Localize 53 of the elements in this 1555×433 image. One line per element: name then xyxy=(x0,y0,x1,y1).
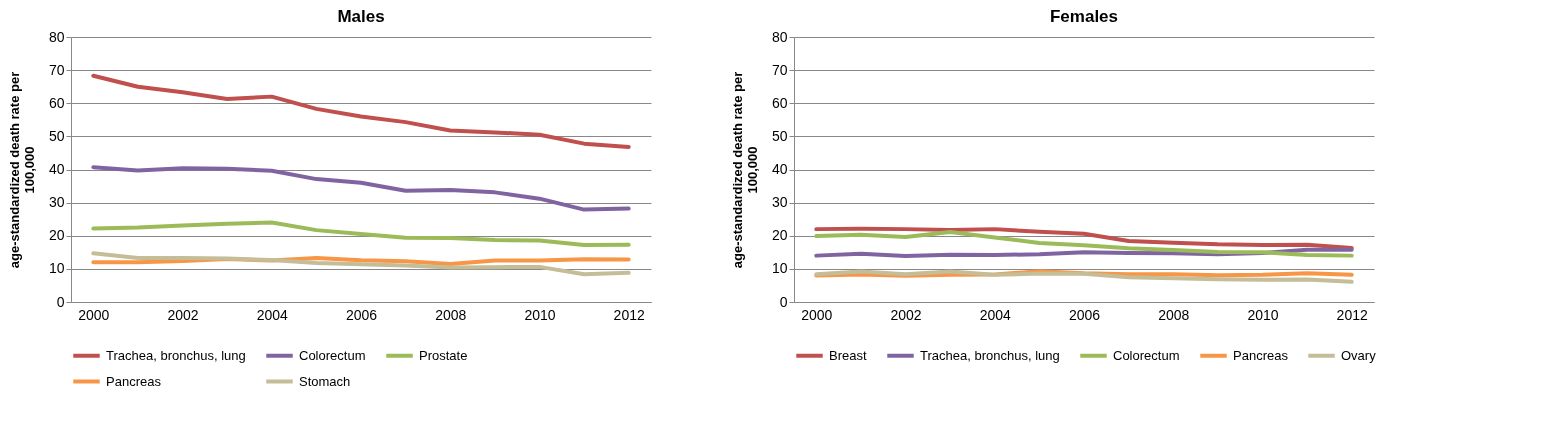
y-tick-label: 30 xyxy=(48,194,65,211)
x-tick-label: 2006 xyxy=(345,306,378,323)
y-tick-label: 30 xyxy=(771,194,788,211)
y-tick-label: 70 xyxy=(48,61,65,78)
x-tick-label: 2002 xyxy=(890,306,922,323)
x-tick-label: 2010 xyxy=(524,306,556,323)
line-series xyxy=(91,165,631,212)
x-tick-label: 2010 xyxy=(1247,306,1279,323)
legend-label: Pancreas xyxy=(106,373,162,389)
line-series xyxy=(814,226,1354,251)
legend-label: Pancreas xyxy=(1233,347,1289,363)
y-tick-label: 80 xyxy=(48,28,65,45)
legend-label: Colorectum xyxy=(1113,347,1180,363)
legend-label: Colorectum xyxy=(299,347,366,363)
x-tick-label: 2008 xyxy=(435,306,467,323)
chart-title: Females xyxy=(1049,7,1119,26)
x-tick-label: 2012 xyxy=(1336,306,1368,323)
y-tick-label: 60 xyxy=(771,94,788,111)
y-tick-label: 20 xyxy=(48,227,65,244)
legend-label: Breast xyxy=(829,347,867,363)
line-series xyxy=(91,73,631,149)
y-tick-label: 50 xyxy=(48,127,65,144)
y-axis-title: age-standardized death rate per 100,000 xyxy=(729,71,760,269)
chart-title: Males xyxy=(337,7,385,26)
y-tick-label: 0 xyxy=(779,293,788,310)
y-tick-label: 40 xyxy=(48,161,65,177)
y-tick-label: 50 xyxy=(771,127,788,144)
legend-label: Prostate xyxy=(419,347,468,363)
y-tick-label: 10 xyxy=(771,260,788,277)
x-tick-label: 2004 xyxy=(256,306,289,323)
x-tick-label: 2004 xyxy=(979,306,1012,323)
line-series xyxy=(814,269,1354,284)
legend-label: Trachea, bronchus, lung xyxy=(106,347,246,363)
x-tick-label: 2000 xyxy=(801,306,833,323)
y-tick-label: 60 xyxy=(48,94,65,111)
y-tick-label: 80 xyxy=(771,28,788,45)
legend-label: Trachea, bronchus, lung xyxy=(920,347,1060,363)
x-tick-label: 2000 xyxy=(78,306,110,323)
line-series xyxy=(91,251,631,277)
x-tick-label: 2006 xyxy=(1068,306,1101,323)
line-series xyxy=(814,230,1354,258)
legend-label: Stomach xyxy=(299,373,351,389)
line-series xyxy=(91,220,631,248)
legend-label: Ovary xyxy=(1341,347,1377,363)
y-tick-label: 40 xyxy=(771,161,788,177)
x-tick-label: 2002 xyxy=(167,306,199,323)
y-tick-label: 20 xyxy=(771,227,788,244)
y-axis-title: age-standardized death rate per 100,000 xyxy=(6,71,37,269)
x-tick-label: 2012 xyxy=(613,306,645,323)
y-tick-label: 0 xyxy=(56,293,65,310)
x-tick-label: 2008 xyxy=(1158,306,1190,323)
y-tick-label: 10 xyxy=(48,260,65,277)
y-tick-label: 70 xyxy=(771,61,788,78)
